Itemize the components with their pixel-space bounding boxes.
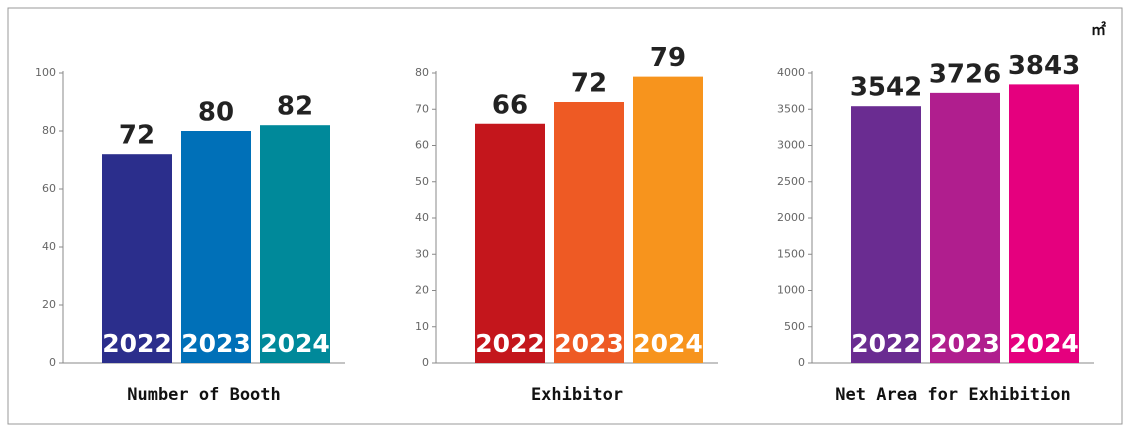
category-label: 2024 — [260, 329, 330, 358]
y-tick-label: 80 — [415, 66, 429, 79]
y-tick-label: 80 — [42, 124, 56, 137]
y-tick-label: 0 — [798, 356, 805, 369]
bar — [260, 125, 330, 363]
bar — [930, 92, 1000, 364]
y-tick-label: 60 — [415, 139, 429, 152]
unit-label: ㎡ — [1091, 21, 1106, 39]
y-tick-label: 1500 — [777, 247, 805, 260]
y-tick-label: 4000 — [777, 66, 805, 79]
chart-title: Net Area for Exhibition — [835, 385, 1070, 405]
category-label: 2023 — [930, 329, 1000, 358]
y-tick-label: 10 — [415, 320, 429, 333]
value-label: 82 — [277, 92, 313, 122]
y-tick-label: 0 — [422, 356, 429, 369]
y-tick-label: 40 — [42, 240, 56, 253]
y-tick-label: 20 — [42, 298, 56, 311]
y-tick-label: 3000 — [777, 139, 805, 152]
value-label: 79 — [650, 43, 686, 73]
chart-title: Exhibitor — [531, 385, 623, 405]
y-tick-label: 70 — [415, 102, 429, 115]
value-label: 3542 — [850, 73, 922, 103]
value-label: 72 — [571, 69, 607, 99]
bar — [475, 123, 545, 363]
category-label: 2023 — [554, 329, 624, 358]
bar — [102, 154, 172, 363]
bar — [633, 76, 703, 363]
value-label: 72 — [119, 121, 155, 151]
y-tick-label: 20 — [415, 284, 429, 297]
y-tick-label: 50 — [415, 175, 429, 188]
y-tick-label: 500 — [784, 320, 805, 333]
value-label: 3843 — [1008, 51, 1080, 81]
y-tick-label: 40 — [415, 211, 429, 224]
category-label: 2022 — [851, 329, 921, 358]
y-tick-label: 30 — [415, 247, 429, 260]
category-label: 2022 — [475, 329, 545, 358]
category-label: 2024 — [633, 329, 703, 358]
bar — [1009, 84, 1079, 363]
category-label: 2022 — [102, 329, 172, 358]
y-tick-label: 2000 — [777, 211, 805, 224]
bar — [851, 106, 921, 363]
chart-title: Number of Booth — [127, 385, 281, 405]
category-label: 2024 — [1009, 329, 1079, 358]
value-label: 66 — [492, 90, 528, 120]
y-tick-label: 60 — [42, 182, 56, 195]
y-tick-label: 0 — [49, 356, 56, 369]
bar — [181, 131, 251, 363]
value-label: 80 — [198, 98, 234, 128]
y-tick-label: 1000 — [777, 284, 805, 297]
y-tick-label: 100 — [35, 66, 56, 79]
y-tick-label: 2500 — [777, 175, 805, 188]
y-tick-label: 3500 — [777, 102, 805, 115]
category-label: 2023 — [181, 329, 251, 358]
value-label: 3726 — [929, 59, 1001, 89]
bar — [554, 102, 624, 363]
